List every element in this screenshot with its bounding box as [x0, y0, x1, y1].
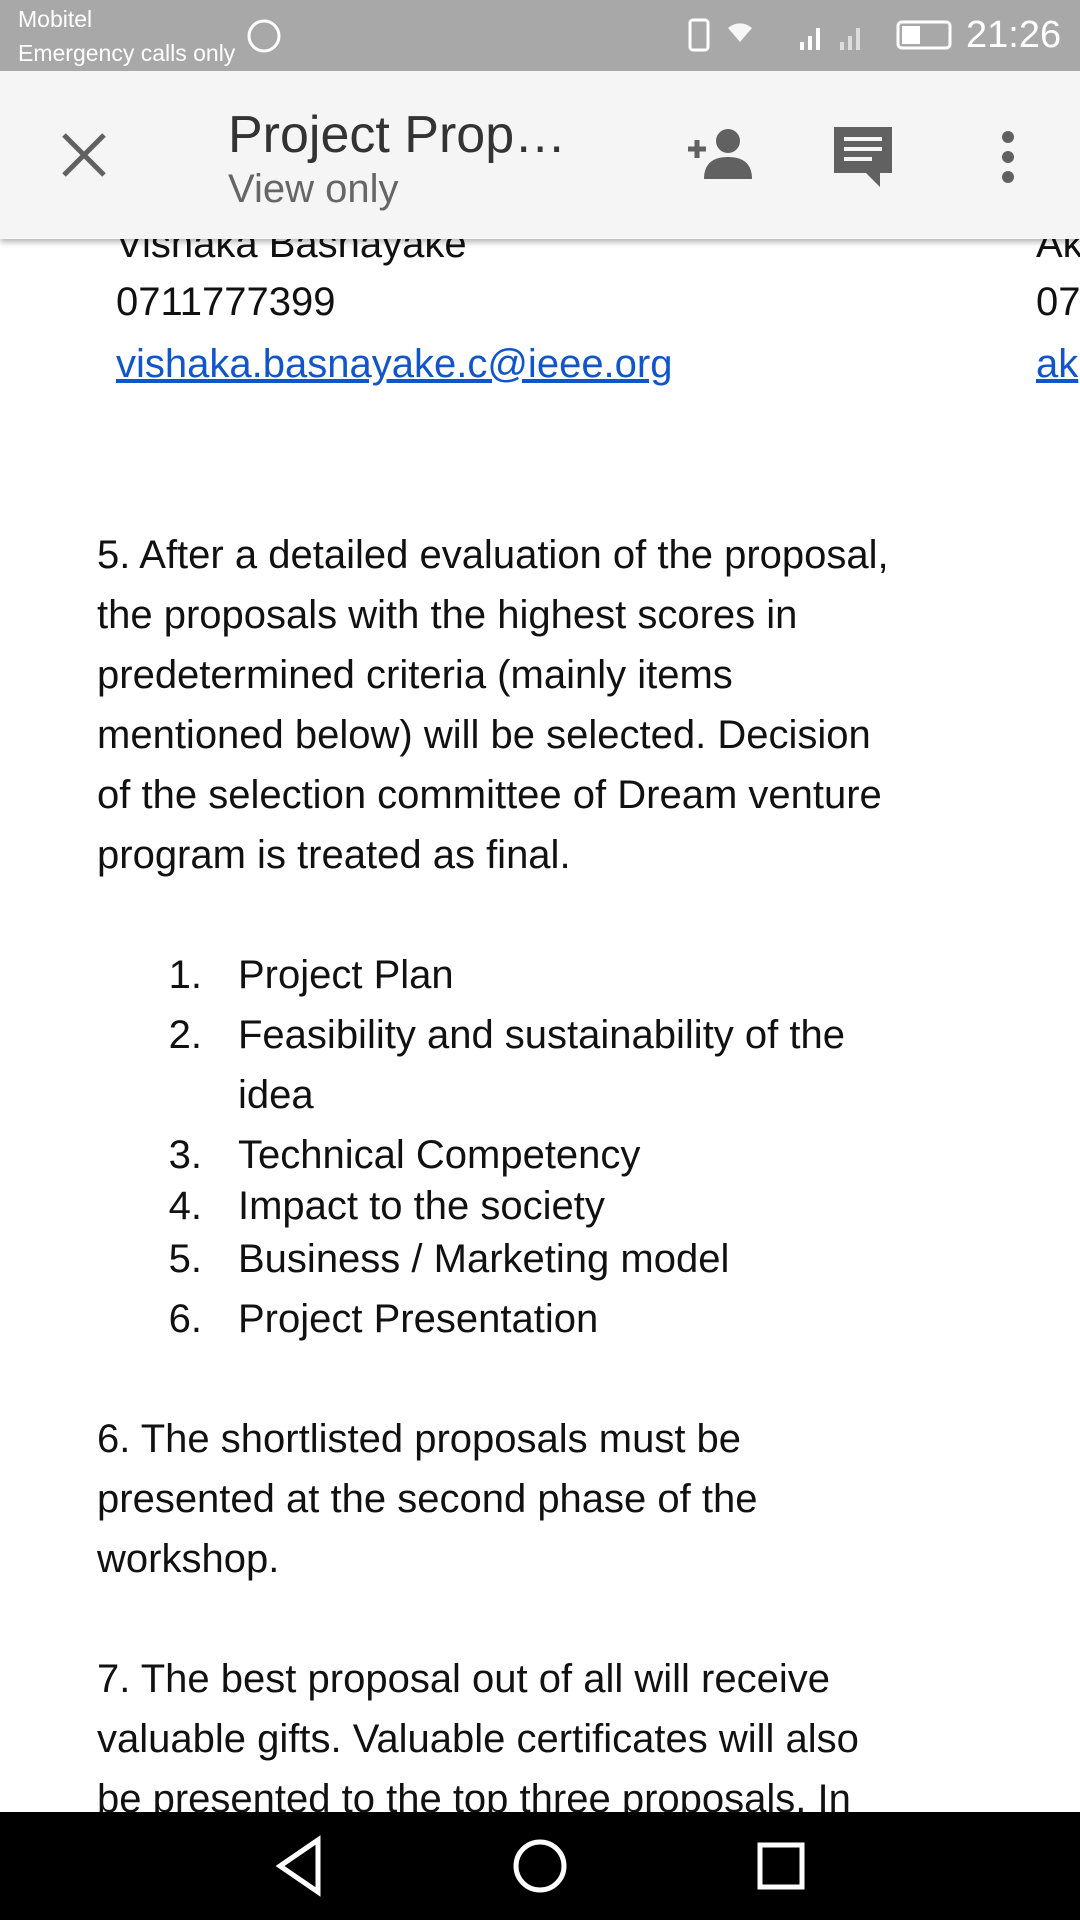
contact-email[interactable]: ak	[1036, 342, 1079, 386]
list-number: 5.	[168, 1237, 202, 1281]
list-item: Project Plan	[238, 953, 454, 997]
contact-phone: 07	[1036, 280, 1080, 324]
whatsapp-icon	[247, 19, 281, 53]
list-number: 6.	[168, 1297, 202, 1341]
view-mode: View only	[228, 167, 399, 211]
nav-bar	[0, 1812, 1080, 1920]
paragraph-line: predetermined criteria (mainly items	[97, 653, 733, 697]
nav-buttons	[275, 1835, 805, 1897]
paragraph-line: presented at the second phase of the	[97, 1477, 758, 1521]
home-button[interactable]	[513, 1839, 567, 1893]
list-number: 4.	[168, 1184, 202, 1228]
list-item: Project Presentation	[238, 1297, 599, 1341]
status-bar: Mobitel Emergency calls only 21:26	[0, 0, 1080, 71]
list-item: idea	[238, 1073, 314, 1117]
list-item: Impact to the society	[238, 1184, 605, 1228]
list-number: 2.	[168, 1013, 202, 1057]
paragraph-line: workshop.	[97, 1537, 280, 1581]
clock: 21:26	[966, 14, 1062, 56]
status-icons	[688, 18, 952, 52]
list-item: Technical Competency	[238, 1133, 641, 1177]
more-button[interactable]	[996, 129, 1020, 185]
back-button[interactable]	[275, 1835, 321, 1897]
paragraph-line: program is treated as final.	[97, 833, 571, 877]
paragraph-line: 6. The shortlisted proposals must be	[97, 1417, 742, 1461]
list-number: 1.	[168, 953, 202, 997]
list-item: Feasibility and sustainability of the	[238, 1013, 845, 1057]
paragraph-line: mentioned below) will be selected. Decis…	[97, 713, 871, 757]
paragraph-line: of the selection committee of Dream vent…	[97, 773, 882, 817]
contact-phone: 0711777399	[116, 280, 336, 324]
carrier: Mobitel	[18, 6, 93, 32]
paragraph-line: 7. The best proposal out of all will rec…	[97, 1657, 830, 1701]
paragraph-line: 5. After a detailed evaluation of the pr…	[97, 533, 889, 577]
comments-button[interactable]	[832, 125, 894, 189]
status-note: Emergency calls only	[18, 40, 236, 66]
app-bar: Project Prop… View only	[0, 71, 1080, 239]
share-button[interactable]	[684, 127, 756, 183]
list-item: Business / Marketing model	[238, 1237, 730, 1281]
contact-email[interactable]: vishaka.basnayake.c@ieee.org	[116, 342, 673, 386]
document-title: Project Prop…	[228, 106, 567, 164]
list-number: 3.	[168, 1133, 202, 1177]
recents-button[interactable]	[757, 1842, 805, 1890]
paragraph-line: valuable gifts. Valuable certificates wi…	[97, 1717, 859, 1761]
paragraph-line: the proposals with the highest scores in	[97, 593, 798, 637]
close-button[interactable]	[60, 131, 108, 179]
